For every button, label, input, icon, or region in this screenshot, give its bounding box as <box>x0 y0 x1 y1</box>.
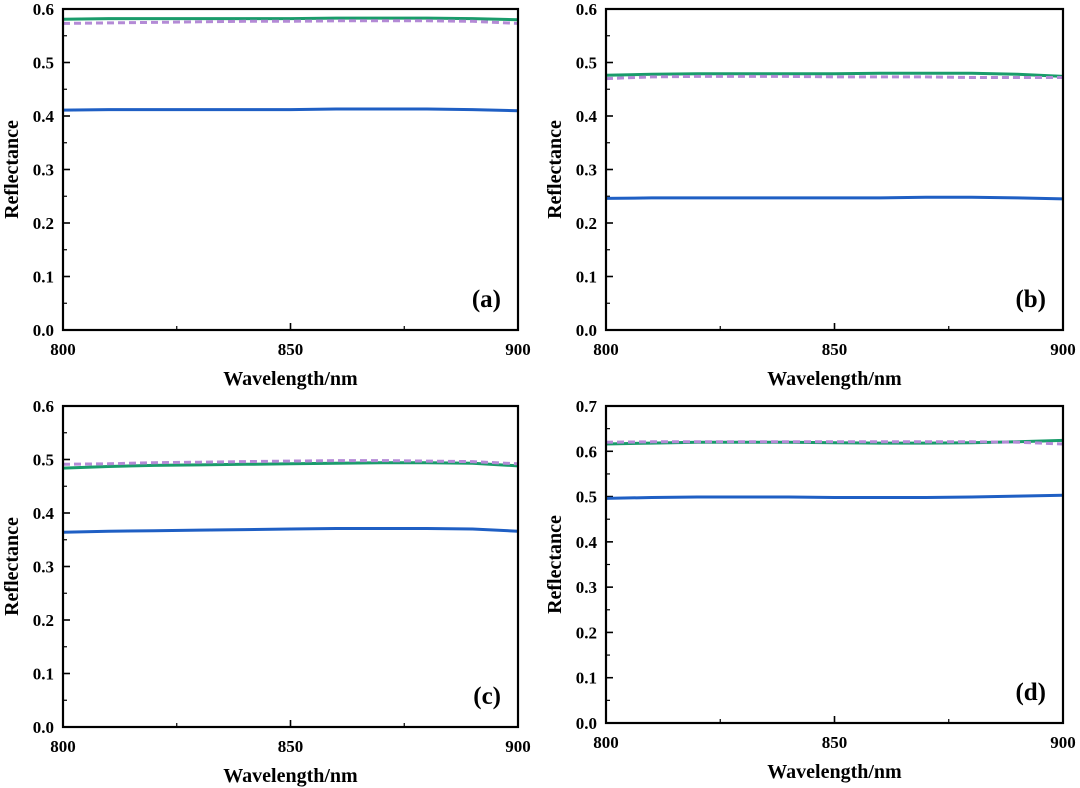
x-tick-label: 850 <box>278 340 304 359</box>
x-tick-label: 850 <box>278 737 304 756</box>
series-line-1 <box>605 493 1064 500</box>
y-tick-label: 0.6 <box>33 397 54 416</box>
panel-label: (b) <box>1015 286 1046 313</box>
y-axis-title: Reflectance <box>544 120 566 219</box>
x-tick-label: 850 <box>822 340 848 359</box>
x-axis-title: Wavelength/nm <box>767 761 902 783</box>
y-tick-label: 0.6 <box>576 0 597 19</box>
y-tick-label: 0.1 <box>33 268 54 287</box>
y-tick-label: 0.1 <box>576 268 597 287</box>
y-tick-label: 0.5 <box>33 54 54 73</box>
series-line-1 <box>62 527 519 534</box>
y-tick-label: 0.5 <box>33 451 54 470</box>
series-line-2 <box>62 461 519 470</box>
y-tick-label: 0.4 <box>33 107 55 126</box>
y-tick-label: 0.6 <box>33 0 54 19</box>
series-line-2 <box>605 71 1064 78</box>
x-axis-title: Wavelength/nm <box>767 368 902 390</box>
panel-label: (c) <box>473 683 501 710</box>
series-line-3 <box>62 459 519 466</box>
y-tick-label: 0.2 <box>33 611 54 630</box>
series-line-1 <box>605 195 1064 201</box>
y-tick-label: 0.6 <box>576 442 597 461</box>
plot-frame <box>604 7 1065 332</box>
y-tick-label: 0.0 <box>576 714 597 733</box>
x-tick-label: 900 <box>1050 733 1076 752</box>
y-tick-label: 0.1 <box>576 669 597 688</box>
y-tick-label: 0.1 <box>33 665 54 684</box>
y-tick-label: 0.5 <box>576 54 597 73</box>
x-tick-label: 800 <box>593 340 619 359</box>
panel-label: (d) <box>1015 679 1046 706</box>
chart-panel-a: 0.0 0.1 0.2 0.3 0.4 0.5 0.6 800 850 900 Wavelength… <box>1 0 531 390</box>
chart-panel-c: 0.0 0.1 0.2 0.3 0.4 0.5 0.6 800 850 900 Wavelength… <box>1 397 531 787</box>
series-line-3 <box>605 74 1063 81</box>
y-tick-label: 0.4 <box>33 504 55 523</box>
x-tick-label: 900 <box>505 340 531 359</box>
chart-panel-d: 0.0 0.1 0.2 0.3 0.4 0.5 0.6 0.7 800 850 900 Wavelen… <box>544 397 1076 783</box>
x-tick-label: 900 <box>1050 340 1076 359</box>
y-tick-label: 0.2 <box>576 214 597 233</box>
x-tick-label: 850 <box>822 733 848 752</box>
y-tick-label: 0.7 <box>576 397 598 416</box>
plot-frame <box>61 404 520 729</box>
panel-label: (a) <box>472 286 501 313</box>
y-axis-title: Reflectance <box>544 515 566 614</box>
y-tick-label: 0.3 <box>576 578 597 597</box>
y-tick-label: 0.2 <box>576 623 597 642</box>
y-tick-label: 0.3 <box>33 161 54 180</box>
y-tick-label: 0.0 <box>33 718 54 737</box>
y-axis-title: Reflectance <box>1 120 23 219</box>
x-axis-title: Wavelength/nm <box>223 368 358 390</box>
y-tick-label: 0.0 <box>33 321 54 340</box>
y-axis-title: Reflectance <box>1 517 23 616</box>
x-tick-label: 800 <box>593 733 619 752</box>
plot-frame <box>61 7 520 332</box>
series-line-3 <box>62 19 519 25</box>
x-tick-label: 800 <box>50 340 76 359</box>
series-line-2 <box>62 16 519 22</box>
chart-panel-b: 0.0 0.1 0.2 0.3 0.4 0.5 0.6 800 850 900 Wavelength… <box>544 0 1076 390</box>
series-line-1 <box>62 107 519 113</box>
y-tick-label: 0.0 <box>576 321 597 340</box>
series-line-3 <box>605 440 1064 446</box>
y-tick-label: 0.5 <box>576 488 597 507</box>
y-tick-label: 0.3 <box>33 558 54 577</box>
x-tick-label: 800 <box>50 737 76 756</box>
y-tick-label: 0.4 <box>576 533 598 552</box>
y-tick-label: 0.3 <box>576 161 597 180</box>
x-axis-title: Wavelength/nm <box>223 765 358 787</box>
y-tick-label: 0.4 <box>576 107 598 126</box>
x-tick-label: 900 <box>505 737 531 756</box>
plot-frame <box>604 404 1065 725</box>
y-tick-label: 0.2 <box>33 214 54 233</box>
